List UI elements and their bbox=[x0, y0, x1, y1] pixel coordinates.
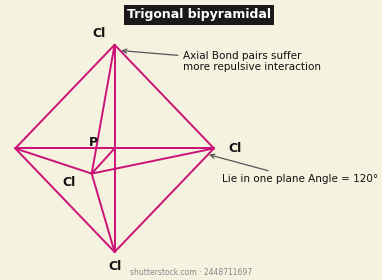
Text: Lie in one plane Angle = 120°: Lie in one plane Angle = 120° bbox=[210, 154, 378, 184]
Text: P: P bbox=[89, 136, 98, 149]
Text: Cl: Cl bbox=[108, 260, 121, 272]
Text: Cl: Cl bbox=[93, 27, 106, 40]
Text: Axial Bond pairs suffer
more repulsive interaction: Axial Bond pairs suffer more repulsive i… bbox=[123, 49, 321, 73]
Text: Cl: Cl bbox=[228, 142, 241, 155]
Text: Cl: Cl bbox=[62, 176, 75, 188]
Text: shutterstock.com · 2448711697: shutterstock.com · 2448711697 bbox=[130, 268, 252, 277]
Text: Trigonal bipyramidal: Trigonal bipyramidal bbox=[127, 8, 270, 21]
